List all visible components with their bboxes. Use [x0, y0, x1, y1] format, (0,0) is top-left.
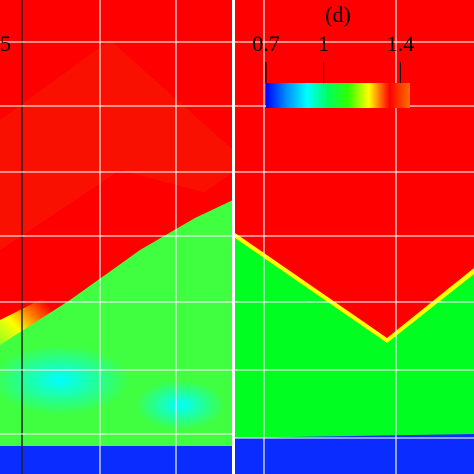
field-blue [0, 446, 233, 474]
colorbar-tick-label: 0.7 [252, 31, 280, 56]
field-blue [235, 434, 474, 474]
colorbar-tick-label: 1 [318, 31, 329, 56]
colorbar-scale [266, 83, 410, 108]
grid [235, 0, 474, 474]
panel-divider [232, 0, 235, 474]
colorbar: 0.7 1 1.4 [252, 31, 414, 108]
field-shade [0, 40, 233, 250]
field-green [235, 238, 474, 474]
field-cyan [0, 345, 130, 415]
colorbar-tick-label: 1.4 [387, 31, 415, 56]
left-panel: 5 [0, 0, 233, 474]
fragment-label: 5 [0, 31, 11, 56]
field-cyan [135, 380, 225, 430]
right-panel: (d) [235, 0, 474, 474]
chart-title: (d) [325, 2, 351, 27]
grid [0, 0, 233, 474]
